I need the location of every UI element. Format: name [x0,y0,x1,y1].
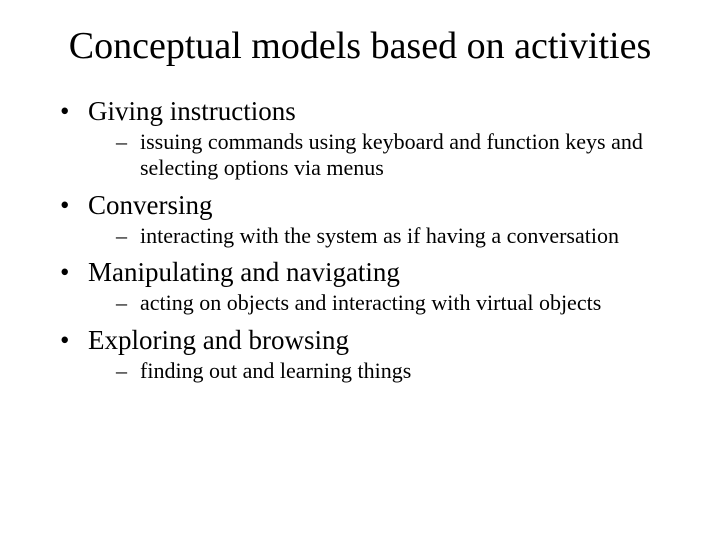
sub-item: issuing commands using keyboard and func… [116,129,680,182]
sub-label: acting on objects and interacting with v… [140,290,601,315]
sub-list: issuing commands using keyboard and func… [88,129,680,182]
list-item: Manipulating and navigating acting on ob… [60,255,680,316]
sub-item: interacting with the system as if having… [116,223,680,249]
sub-list: interacting with the system as if having… [88,223,680,249]
sub-list: acting on objects and interacting with v… [88,290,680,316]
slide-title: Conceptual models based on activities [40,25,680,69]
bullet-list: Giving instructions issuing commands usi… [40,94,680,384]
sub-label: finding out and learning things [140,358,411,383]
sub-label: issuing commands using keyboard and func… [140,129,643,180]
bullet-label: Giving instructions [88,96,296,126]
sub-item: finding out and learning things [116,358,680,384]
sub-item: acting on objects and interacting with v… [116,290,680,316]
list-item: Exploring and browsing finding out and l… [60,323,680,384]
bullet-label: Exploring and browsing [88,325,349,355]
slide: Conceptual models based on activities Gi… [0,0,720,540]
list-item: Giving instructions issuing commands usi… [60,94,680,182]
sub-label: interacting with the system as if having… [140,223,619,248]
bullet-label: Conversing [88,190,213,220]
sub-list: finding out and learning things [88,358,680,384]
bullet-label: Manipulating and navigating [88,257,400,287]
list-item: Conversing interacting with the system a… [60,188,680,249]
